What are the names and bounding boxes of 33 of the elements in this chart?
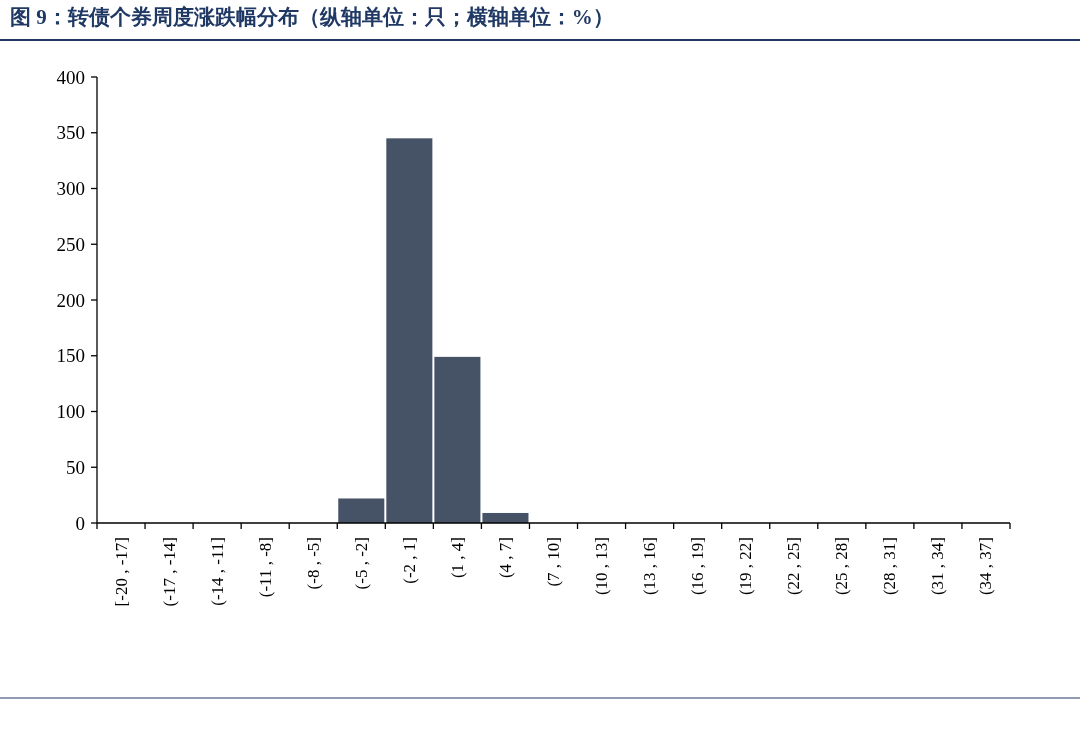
y-tick-label: 0 [75,512,85,534]
y-tick-label: 250 [56,233,85,255]
y-tick-label: 50 [66,456,85,478]
y-tick-label: 300 [56,178,85,199]
bar [434,356,481,523]
x-tick-label: (-11 , -8] [255,537,275,598]
x-tick-label: (13 , 16] [640,537,660,596]
x-tick-label: (16 , 19] [688,537,708,596]
y-tick-label: 400 [56,66,85,88]
x-tick-label: (4 , 7] [495,537,515,579]
x-tick-label: (7 , 10] [544,537,563,587]
chart-title: 图 9：转债个券周度涨跌幅分布（纵轴单位：只；横轴单位：%） [10,5,614,29]
x-tick-label: (-17 , -14] [159,537,179,607]
y-tick-label: 350 [56,122,85,144]
y-tick-label: 150 [56,345,85,367]
x-tick-label: (31 , 34] [928,537,948,596]
x-tick-label: (-8 , -5] [303,537,323,590]
x-tick-label: (25 , 28] [832,537,852,596]
x-tick-label: (28 , 31] [880,537,900,596]
x-tick-label: (-5 , -2] [351,537,371,590]
x-tick-label: (22 , 25] [784,537,804,596]
bar [338,498,385,523]
bar [386,138,433,523]
y-tick-label: 100 [56,401,85,422]
x-tick-label: (-2 , 1] [399,537,419,584]
x-tick-label: (10 , 13] [592,537,612,596]
bar [482,512,529,523]
x-tick-label: (-14 , -11] [207,537,227,606]
x-tick-label: (34 , 37] [976,537,996,596]
x-tick-label: (1 , 4] [447,537,467,579]
y-tick-label: 200 [56,289,85,311]
x-tick-label: (19 , 22] [736,537,756,596]
x-tick-label: [-20 , -17] [111,537,131,607]
